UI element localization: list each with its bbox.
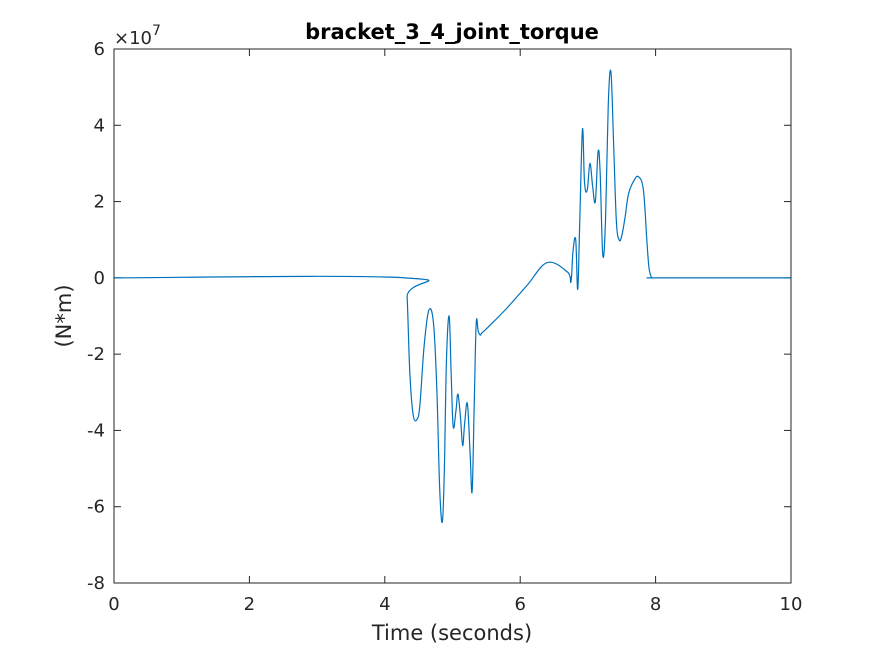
x-tick-label: 10 [780,594,803,615]
x-tick-label: 0 [108,594,119,615]
y-tick-label: 6 [94,39,105,60]
x-tick-label: 4 [379,594,390,615]
chart-title: bracket_3_4_joint_torque [305,20,599,44]
y-exponent-power: 7 [152,23,161,39]
plot-frame [113,48,792,584]
y-exponent-base: ×10 [114,28,152,49]
y-exponent-label: ×107 [114,23,161,49]
axis-tick-labels: 0 2 4 6 8 10 -8 -6 -4 -2 0 2 4 6 [87,39,802,615]
y-tick-label: -8 [87,573,105,594]
y-tick-label: 2 [94,192,105,213]
x-axis-label: Time (seconds) [371,621,532,645]
series-line [113,69,791,524]
y-tick-label: -2 [87,344,105,365]
y-tick-label: 0 [94,268,105,289]
y-tick-label: -4 [87,420,105,441]
x-tick-label: 8 [650,594,661,615]
plot-background [114,49,791,583]
x-tick-label: 6 [514,594,525,615]
x-tick-label: 2 [244,594,255,615]
y-tick-label: -6 [87,497,105,518]
y-tick-label: 4 [94,115,105,136]
y-axis-label: (N*m) [52,284,76,347]
